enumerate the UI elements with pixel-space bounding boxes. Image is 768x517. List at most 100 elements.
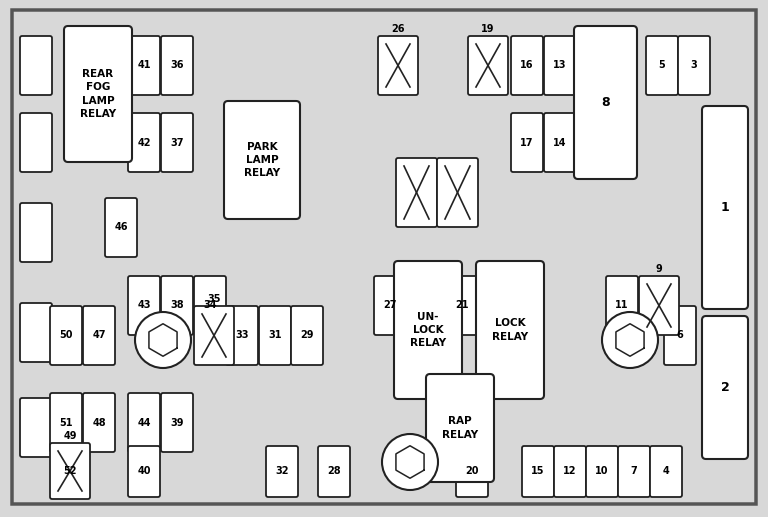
Text: 48: 48	[92, 418, 106, 428]
FancyBboxPatch shape	[161, 393, 193, 452]
Text: 14: 14	[553, 138, 567, 147]
Text: 51: 51	[59, 418, 73, 428]
Circle shape	[602, 312, 658, 368]
Text: 39: 39	[170, 418, 184, 428]
Text: 2: 2	[720, 381, 730, 394]
Text: 32: 32	[275, 466, 289, 477]
Text: 43: 43	[137, 300, 151, 311]
FancyBboxPatch shape	[128, 393, 160, 452]
Text: 16: 16	[520, 60, 534, 70]
Text: 15: 15	[531, 466, 545, 477]
FancyBboxPatch shape	[544, 36, 576, 95]
Text: 38: 38	[170, 300, 184, 311]
FancyBboxPatch shape	[702, 316, 748, 459]
Text: 8: 8	[601, 96, 610, 109]
FancyBboxPatch shape	[128, 113, 160, 172]
FancyBboxPatch shape	[678, 36, 710, 95]
Text: 13: 13	[553, 60, 567, 70]
Text: 11: 11	[615, 300, 629, 311]
Text: UN-
LOCK
RELAY: UN- LOCK RELAY	[410, 312, 446, 348]
FancyBboxPatch shape	[664, 306, 696, 365]
FancyBboxPatch shape	[574, 26, 637, 179]
FancyBboxPatch shape	[259, 306, 291, 365]
FancyBboxPatch shape	[446, 276, 478, 335]
FancyBboxPatch shape	[618, 446, 650, 497]
FancyBboxPatch shape	[128, 276, 160, 335]
FancyBboxPatch shape	[161, 113, 193, 172]
Text: 44: 44	[137, 418, 151, 428]
Text: 17: 17	[520, 138, 534, 147]
Text: 26: 26	[391, 24, 405, 34]
Text: 37: 37	[170, 138, 184, 147]
FancyBboxPatch shape	[50, 443, 90, 499]
FancyBboxPatch shape	[83, 306, 115, 365]
FancyBboxPatch shape	[318, 446, 350, 497]
Text: 42: 42	[137, 138, 151, 147]
FancyBboxPatch shape	[554, 446, 586, 497]
Circle shape	[382, 434, 438, 490]
FancyBboxPatch shape	[396, 158, 437, 227]
FancyBboxPatch shape	[161, 276, 193, 335]
FancyBboxPatch shape	[476, 261, 544, 399]
FancyBboxPatch shape	[522, 446, 554, 497]
Text: 41: 41	[137, 60, 151, 70]
Text: 3: 3	[690, 60, 697, 70]
Text: 31: 31	[268, 330, 282, 341]
Text: 4: 4	[663, 466, 670, 477]
FancyBboxPatch shape	[639, 276, 679, 335]
FancyBboxPatch shape	[50, 306, 82, 365]
Text: 33: 33	[235, 330, 249, 341]
Text: 21: 21	[455, 300, 468, 311]
Text: LOCK
RELAY: LOCK RELAY	[492, 318, 528, 342]
Text: 1: 1	[720, 201, 730, 214]
FancyBboxPatch shape	[194, 306, 234, 365]
FancyBboxPatch shape	[266, 446, 298, 497]
FancyBboxPatch shape	[511, 36, 543, 95]
Text: 49: 49	[63, 431, 77, 441]
Text: 9: 9	[656, 264, 662, 274]
Text: 46: 46	[114, 222, 127, 233]
FancyBboxPatch shape	[64, 26, 132, 162]
FancyBboxPatch shape	[128, 446, 160, 497]
Text: 28: 28	[327, 466, 341, 477]
FancyBboxPatch shape	[224, 101, 300, 219]
FancyBboxPatch shape	[105, 198, 137, 257]
Text: 50: 50	[59, 330, 73, 341]
FancyBboxPatch shape	[606, 276, 638, 335]
Text: 36: 36	[170, 60, 184, 70]
Text: 19: 19	[482, 24, 495, 34]
FancyBboxPatch shape	[437, 158, 478, 227]
FancyBboxPatch shape	[378, 36, 418, 95]
Text: 40: 40	[137, 466, 151, 477]
Text: 29: 29	[300, 330, 314, 341]
Text: 12: 12	[563, 466, 577, 477]
FancyBboxPatch shape	[511, 113, 543, 172]
Text: 20: 20	[465, 466, 478, 477]
FancyBboxPatch shape	[128, 36, 160, 95]
FancyBboxPatch shape	[161, 36, 193, 95]
FancyBboxPatch shape	[702, 106, 748, 309]
FancyBboxPatch shape	[194, 276, 226, 335]
FancyBboxPatch shape	[20, 203, 52, 262]
FancyBboxPatch shape	[50, 393, 82, 452]
FancyBboxPatch shape	[394, 261, 462, 399]
Text: 6: 6	[677, 330, 684, 341]
Circle shape	[135, 312, 191, 368]
Text: 34: 34	[204, 300, 217, 311]
FancyBboxPatch shape	[291, 306, 323, 365]
FancyBboxPatch shape	[426, 374, 494, 482]
Text: 47: 47	[92, 330, 106, 341]
FancyBboxPatch shape	[544, 113, 576, 172]
Text: 10: 10	[595, 466, 609, 477]
Text: 52: 52	[63, 466, 77, 476]
Text: REAR
FOG
LAMP
RELAY: REAR FOG LAMP RELAY	[80, 69, 116, 119]
FancyBboxPatch shape	[20, 113, 52, 172]
FancyBboxPatch shape	[650, 446, 682, 497]
Text: RAP
RELAY: RAP RELAY	[442, 416, 478, 439]
Text: 5: 5	[659, 60, 665, 70]
FancyBboxPatch shape	[468, 36, 508, 95]
Text: PARK
LAMP
RELAY: PARK LAMP RELAY	[244, 142, 280, 178]
FancyBboxPatch shape	[20, 398, 52, 457]
FancyBboxPatch shape	[374, 276, 406, 335]
FancyBboxPatch shape	[20, 303, 52, 362]
